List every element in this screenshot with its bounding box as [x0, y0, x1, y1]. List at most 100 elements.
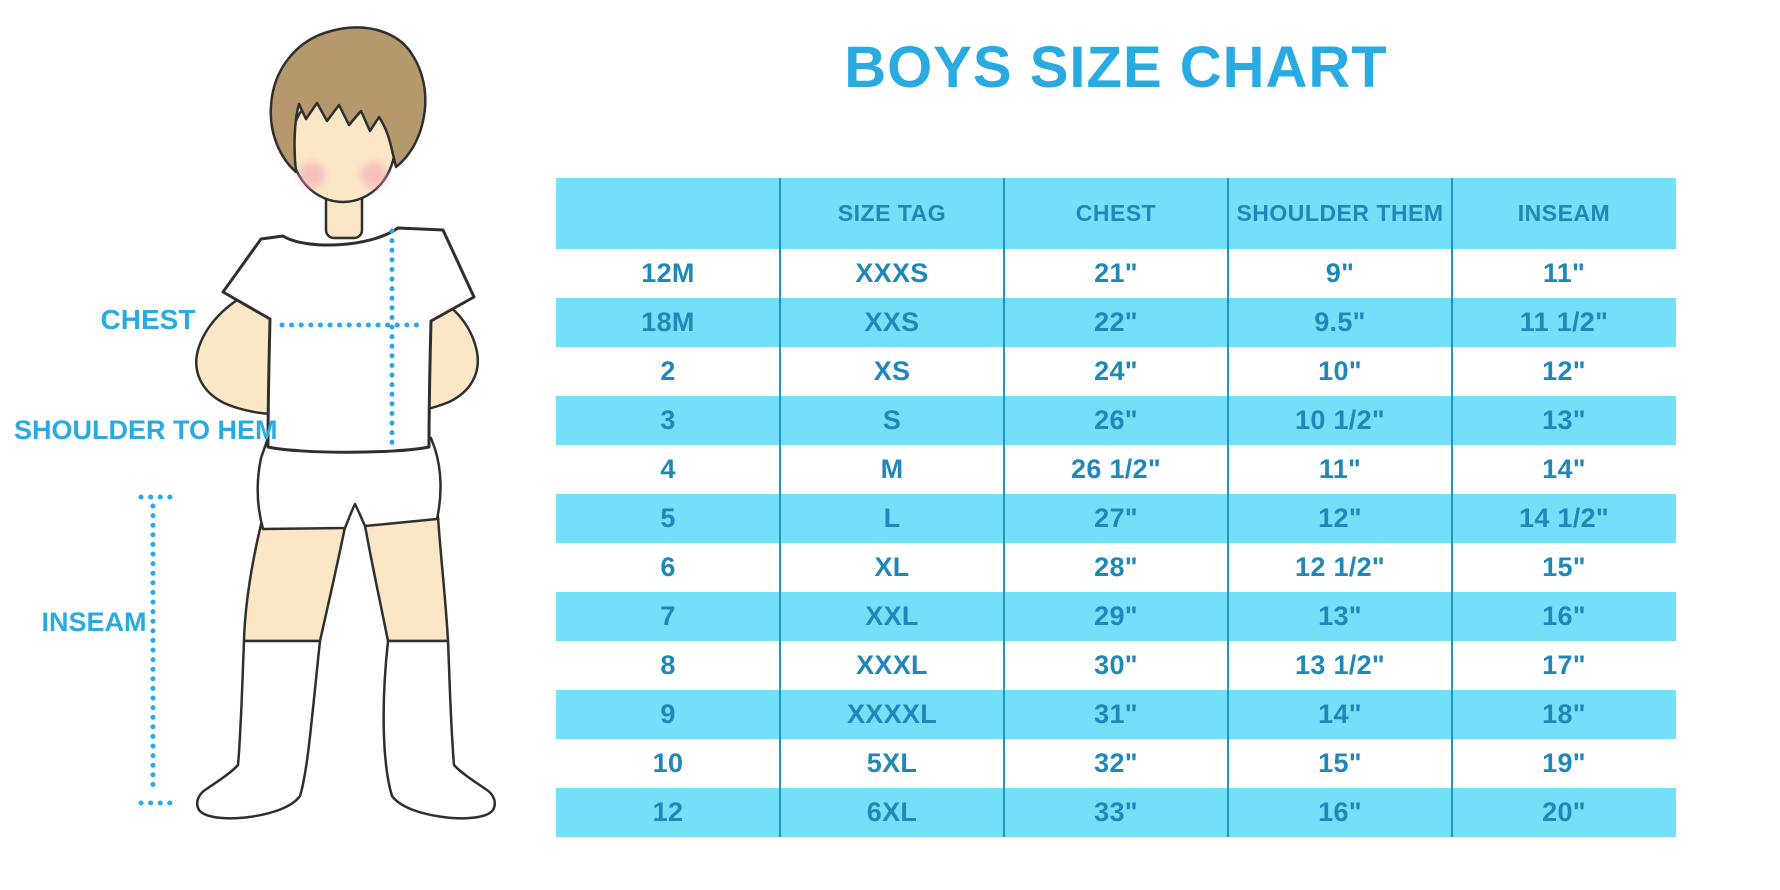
table-cell: 13 1/2"	[1295, 650, 1385, 680]
column-divider	[1003, 178, 1005, 837]
table-cell: M	[880, 454, 904, 484]
table-cell: 5	[660, 503, 676, 533]
table-cell: 14 1/2"	[1519, 503, 1609, 533]
boy-illustration	[138, 26, 496, 820]
size-table: SIZE TAG CHEST SHOULDER THEM INSEAM 12M XXXS…	[556, 178, 1676, 837]
table-cell: 15"	[1542, 552, 1586, 582]
table-cell: XS	[873, 356, 911, 386]
table-cell: 19"	[1542, 748, 1586, 778]
table-cell: 26 1/2"	[1071, 454, 1161, 484]
table-cell: 30"	[1094, 650, 1138, 680]
table-cell: XXXS	[855, 258, 929, 288]
table-cell: S	[882, 405, 902, 435]
table-cell: XXXXL	[846, 699, 938, 729]
boy-hair	[269, 26, 427, 174]
table-row: 8 XXXL 30" 13 1/2" 17"	[556, 641, 1676, 690]
boy-left-arm	[195, 288, 282, 416]
column-header	[556, 178, 780, 249]
table-cell: 21"	[1094, 258, 1138, 288]
table-cell: 24"	[1094, 356, 1138, 386]
table-cell: 18M	[641, 307, 695, 337]
column-divider	[1451, 178, 1453, 837]
table-cell: 11"	[1318, 454, 1362, 484]
table-row: 7 XXL 29" 13" 16"	[556, 592, 1676, 641]
table-cell: 33"	[1094, 797, 1138, 827]
table-row: 4 M 26 1/2" 11" 14"	[556, 445, 1676, 494]
table-cell: 29"	[1094, 601, 1138, 631]
table-cell: 10"	[1318, 356, 1362, 386]
table-cell: 20"	[1542, 797, 1586, 827]
table-cell: 9.5"	[1314, 307, 1366, 337]
boy-right-sock	[382, 639, 496, 820]
boy-left-blush	[299, 162, 325, 188]
table-cell: 6XL	[866, 797, 918, 827]
table-header-row: SIZE TAG CHEST SHOULDER THEM INSEAM	[556, 178, 1676, 249]
table-row: 10 5XL 32" 15" 19"	[556, 739, 1676, 788]
column-header: INSEAM	[1517, 200, 1611, 226]
table-cell: 11 1/2"	[1519, 307, 1609, 337]
boy-right-leg	[362, 515, 450, 643]
table-cell: XXXL	[856, 650, 928, 680]
column-header: SHOULDER THEM	[1236, 200, 1444, 226]
table-cell: 12"	[1542, 356, 1586, 386]
boy-shorts	[256, 436, 442, 531]
table-cell: 3	[660, 405, 676, 435]
page-title: BOYS SIZE CHART	[844, 35, 1388, 100]
column-divider	[779, 178, 781, 837]
table-cell: 12"	[1318, 503, 1362, 533]
boy-left-sock	[196, 639, 322, 820]
boy-shirt	[221, 226, 476, 454]
table-cell: 28"	[1094, 552, 1138, 582]
table-cell: XXL	[865, 601, 919, 631]
table-cell: 26"	[1094, 405, 1138, 435]
table-cell: XL	[874, 552, 910, 582]
boy-right-blush	[361, 162, 387, 188]
table-cell: 32"	[1094, 748, 1138, 778]
table-row: 6 XL 28" 12 1/2" 15"	[556, 543, 1676, 592]
table-row: 12 6XL 33" 16" 20"	[556, 788, 1676, 837]
table-cell: 9"	[1325, 258, 1355, 288]
table-cell: 18"	[1542, 699, 1586, 729]
table-cell: 15"	[1318, 748, 1362, 778]
table-cell: 10 1/2"	[1295, 405, 1385, 435]
table-body: 12M XXXS 21" 9" 11" 18M XXS 22" 9.5" 11 1/2" 2 XS 24…	[556, 249, 1676, 837]
table-cell: 17"	[1542, 650, 1586, 680]
table-row: 5 L 27" 12" 14 1/2"	[556, 494, 1676, 543]
table-cell: 16"	[1542, 601, 1586, 631]
table-cell: 12 1/2"	[1295, 552, 1385, 582]
table-cell: 7	[660, 601, 676, 631]
table-cell: 9	[660, 699, 676, 729]
table-cell: 4	[660, 454, 676, 484]
table-cell: 12	[652, 797, 684, 827]
table-cell: 22"	[1094, 307, 1138, 337]
table-row: 18M XXS 22" 9.5" 11 1/2"	[556, 298, 1676, 347]
inseam-label: INSEAM	[41, 607, 147, 637]
table-cell: 12M	[641, 258, 695, 288]
column-header: SIZE TAG	[837, 200, 947, 226]
table-cell: 6	[660, 552, 676, 582]
table-cell: 8	[660, 650, 676, 680]
column-divider	[1227, 178, 1229, 837]
table-cell: 10	[652, 748, 684, 778]
table-cell: 2	[660, 356, 676, 386]
table-cell: 11"	[1542, 258, 1586, 288]
table-cell: 14"	[1318, 699, 1362, 729]
shoulder-to-hem-label: SHOULDER TO HEM	[14, 415, 278, 445]
table-cell: 31"	[1094, 699, 1138, 729]
table-cell: 16"	[1318, 797, 1362, 827]
table-row: 9 XXXXL 31" 14" 18"	[556, 690, 1676, 739]
table-row: 3 S 26" 10 1/2" 13"	[556, 396, 1676, 445]
table-cell: 27"	[1094, 503, 1138, 533]
table-row: 12M XXXS 21" 9" 11"	[556, 249, 1676, 298]
table-cell: 13"	[1542, 405, 1586, 435]
column-header: CHEST	[1075, 200, 1157, 226]
table-cell: L	[883, 503, 901, 533]
table-cell: XXS	[864, 307, 920, 337]
chest-label: CHEST	[100, 304, 196, 335]
table-row: 2 XS 24" 10" 12"	[556, 347, 1676, 396]
table-cell: 14"	[1542, 454, 1586, 484]
boy-left-leg	[242, 518, 348, 643]
table-cell: 13"	[1318, 601, 1362, 631]
table-cell: 5XL	[866, 748, 918, 778]
